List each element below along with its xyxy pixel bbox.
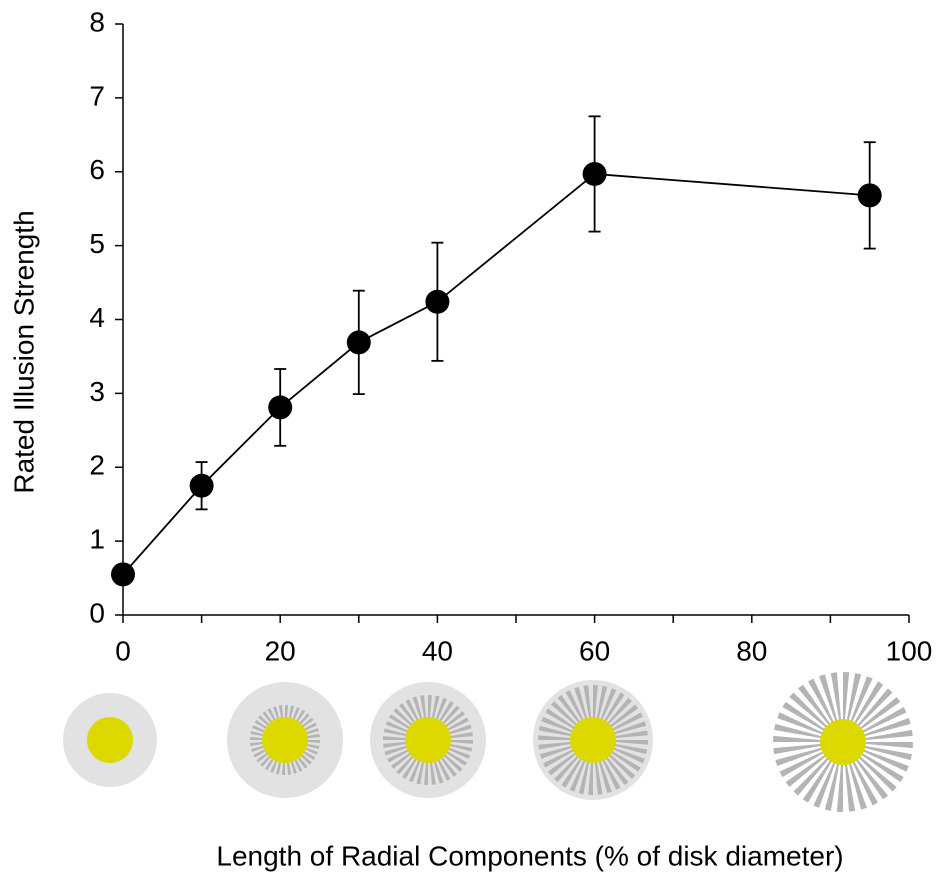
yellow-center bbox=[262, 717, 308, 763]
y-tick-label: 8 bbox=[89, 6, 105, 37]
data-point bbox=[346, 330, 371, 355]
data-point bbox=[582, 161, 607, 186]
y-axis-title: Rated Illusion Strength bbox=[8, 210, 39, 493]
y-tick-label: 3 bbox=[89, 376, 105, 407]
yellow-center bbox=[820, 719, 866, 765]
yellow-center bbox=[570, 717, 616, 763]
x-tick-label: 100 bbox=[886, 635, 933, 666]
y-tick-label: 4 bbox=[89, 302, 105, 333]
data-point bbox=[425, 289, 450, 314]
series-line bbox=[122, 173, 870, 575]
y-tick-label: 6 bbox=[89, 154, 105, 185]
x-tick-label: 0 bbox=[115, 635, 131, 666]
y-tick-label: 1 bbox=[89, 524, 105, 555]
x-tick-label: 20 bbox=[265, 635, 296, 666]
data-point bbox=[111, 562, 135, 587]
y-tick-label: 7 bbox=[89, 80, 105, 111]
data-point bbox=[268, 395, 293, 420]
y-tick-label: 5 bbox=[89, 228, 105, 259]
y-tick-label: 2 bbox=[89, 450, 105, 481]
disk-illustrations bbox=[63, 672, 913, 812]
data-point bbox=[857, 183, 882, 208]
data-point bbox=[189, 473, 214, 498]
x-axis-title: Length of Radial Components (% of disk d… bbox=[216, 840, 843, 871]
x-tick-label: 40 bbox=[422, 635, 453, 666]
yellow-center bbox=[87, 717, 133, 763]
x-tick-label: 80 bbox=[736, 635, 767, 666]
yellow-center bbox=[405, 717, 451, 763]
y-tick-label: 0 bbox=[89, 597, 105, 628]
x-tick-label: 60 bbox=[579, 635, 610, 666]
